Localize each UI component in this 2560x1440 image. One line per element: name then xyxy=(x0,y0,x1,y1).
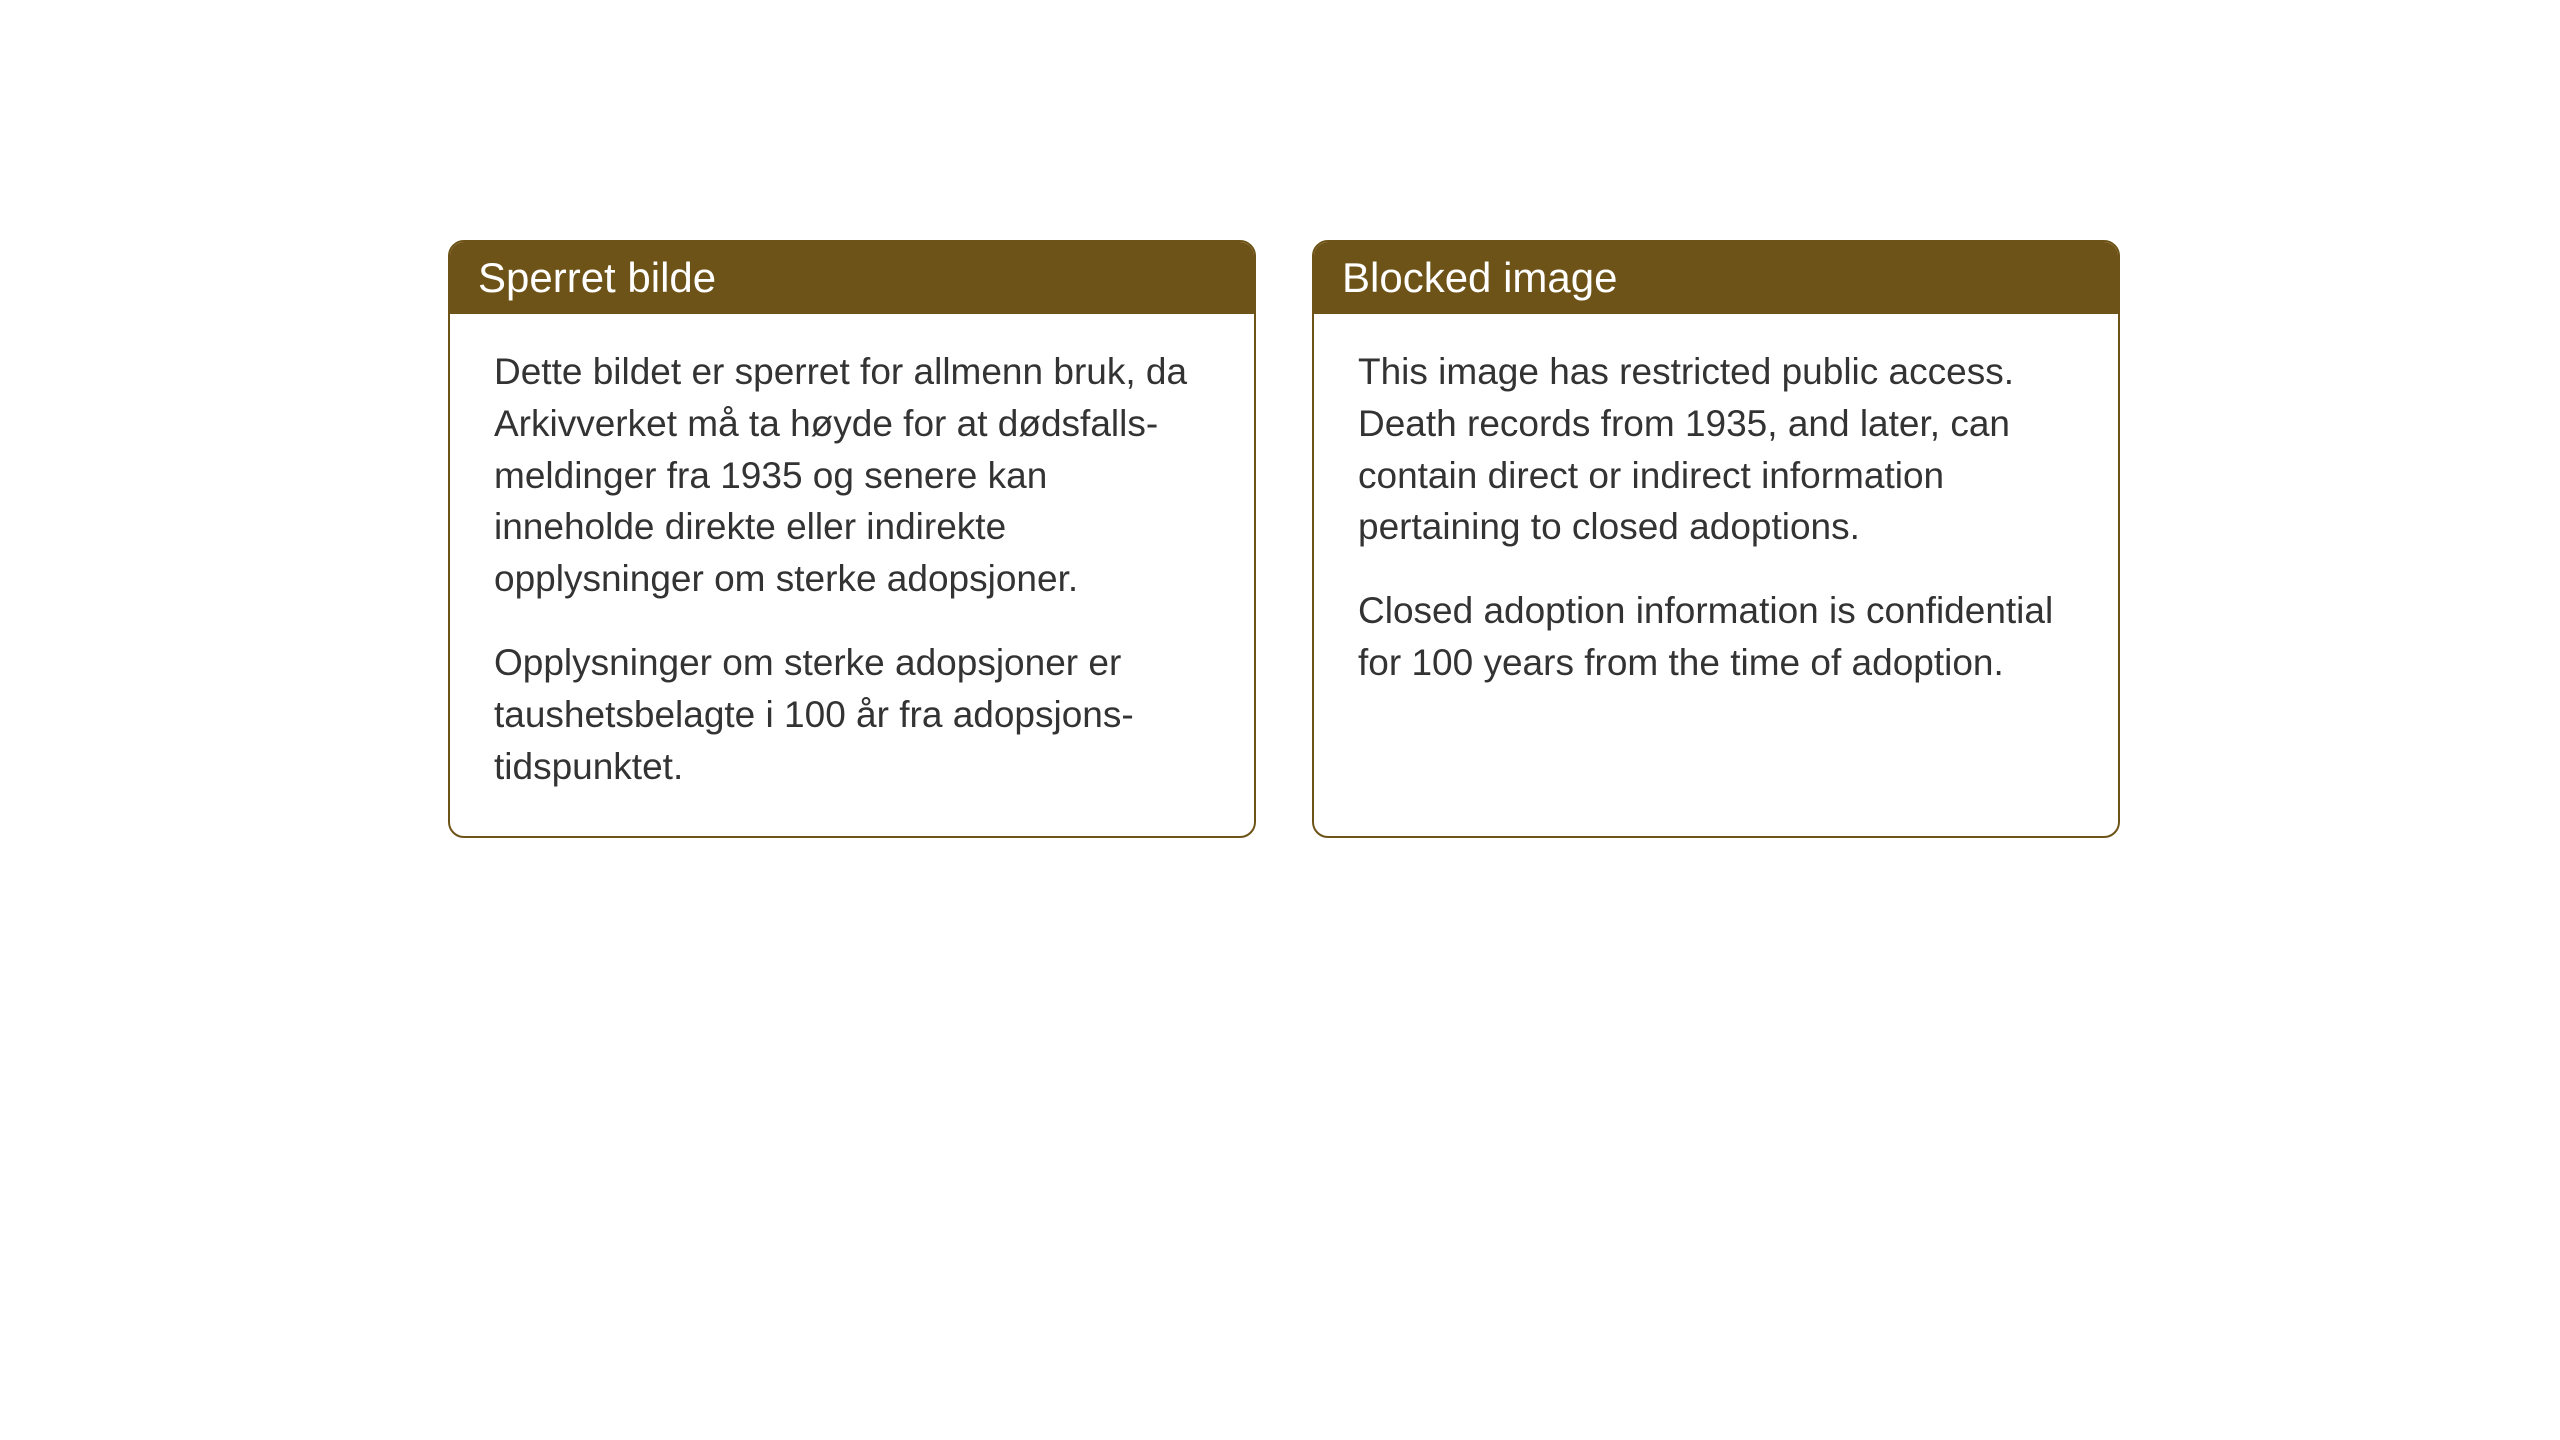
card-norwegian-body: Dette bildet er sperret for allmenn bruk… xyxy=(450,314,1254,836)
card-english-title: Blocked image xyxy=(1342,254,1617,301)
cards-container: Sperret bilde Dette bildet er sperret fo… xyxy=(448,240,2120,838)
card-norwegian-paragraph2: Opplysninger om sterke adopsjoner er tau… xyxy=(494,637,1210,792)
card-english-header: Blocked image xyxy=(1314,242,2118,314)
card-norwegian: Sperret bilde Dette bildet er sperret fo… xyxy=(448,240,1256,838)
card-norwegian-header: Sperret bilde xyxy=(450,242,1254,314)
card-english: Blocked image This image has restricted … xyxy=(1312,240,2120,838)
card-norwegian-paragraph1: Dette bildet er sperret for allmenn bruk… xyxy=(494,346,1210,605)
card-english-paragraph1: This image has restricted public access.… xyxy=(1358,346,2074,553)
card-english-paragraph2: Closed adoption information is confident… xyxy=(1358,585,2074,689)
card-english-body: This image has restricted public access.… xyxy=(1314,314,2118,734)
card-norwegian-title: Sperret bilde xyxy=(478,254,716,301)
